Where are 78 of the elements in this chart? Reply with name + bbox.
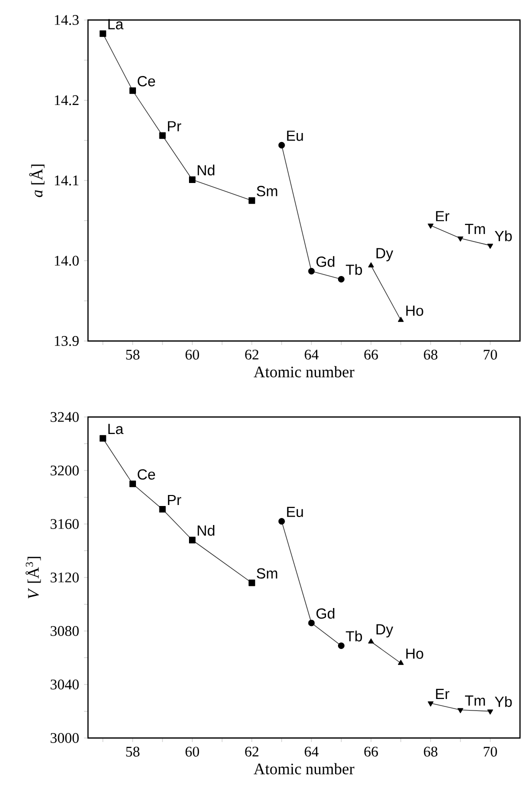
point (189, 176, 196, 183)
point (428, 701, 434, 706)
x-tick-label: 64 (304, 350, 319, 360)
point (308, 620, 315, 626)
x-tick-label: 60 (186, 746, 200, 757)
annotation: Pr (168, 121, 182, 132)
annotation: Sm (256, 568, 278, 579)
annotation: Er (436, 688, 450, 699)
annotation: Tm (465, 696, 485, 706)
x-tick-label: 70 (484, 350, 497, 360)
y-axis-title: a [Å] (29, 164, 44, 198)
annotation: Tm (465, 224, 485, 234)
annotation: Ho (406, 648, 424, 659)
x-tick-label: 68 (424, 350, 438, 360)
x-tick-label: 66 (364, 350, 378, 360)
point (428, 224, 434, 229)
point (278, 518, 285, 525)
point (458, 236, 464, 242)
y-tick-label: 3240 (50, 412, 79, 422)
annotation: Ce (138, 76, 156, 86)
x-tick-label: 58 (126, 350, 140, 360)
y-axis-title: V [Å$^{3}$] (26, 556, 41, 598)
annotation: Yb (494, 230, 512, 242)
annotation: Nd (198, 164, 214, 176)
y-tick-label: 14.0 (54, 256, 79, 266)
x-tick-label: 64 (304, 746, 319, 757)
annotation: Ce (138, 469, 156, 480)
annotation: Yb (494, 696, 512, 707)
x-tick-label: 68 (424, 746, 438, 757)
point (129, 480, 136, 488)
annotation: Pr (168, 494, 182, 506)
point (248, 197, 256, 204)
y-tick-label: 14.2 (54, 95, 78, 106)
y-tick-label: 14.3 (54, 15, 79, 25)
point (338, 276, 345, 282)
point (159, 132, 166, 139)
point (458, 708, 464, 714)
point (487, 244, 494, 249)
x-axis-title: Atomic number (254, 763, 354, 774)
annotation: Er (436, 211, 450, 222)
y-tick-label: 3200 (50, 466, 79, 476)
x-tick-label: 62 (245, 350, 258, 360)
y-tick-label: 13.9 (54, 336, 79, 346)
point (338, 642, 345, 649)
y-tick-label: 3080 (50, 626, 79, 636)
annotation: Dy (376, 624, 394, 638)
annotation: Gd (316, 608, 334, 619)
point (100, 30, 106, 37)
point (248, 580, 256, 586)
x-axis-title: Atomic number (254, 366, 354, 378)
annotation: Tb (346, 630, 362, 642)
point (100, 435, 106, 442)
annotation: Tb (346, 264, 362, 275)
point (189, 536, 196, 544)
annotation: Gd (316, 256, 334, 267)
point (487, 709, 494, 715)
annotation: Nd (198, 525, 214, 536)
x-tick-label: 60 (186, 350, 200, 360)
annotation: Ho (406, 306, 424, 316)
annotation: La (108, 19, 124, 30)
x-tick-label: 66 (364, 746, 378, 757)
y-tick-label: 3160 (50, 519, 79, 529)
annotation: Dy (376, 248, 394, 262)
annotation: Sm (256, 186, 278, 196)
y-tick-label: 3120 (50, 572, 79, 582)
annotation: La (108, 424, 124, 434)
x-tick-label: 70 (484, 746, 497, 757)
y-tick-label: 14.1 (54, 176, 78, 186)
point (159, 506, 166, 513)
y-tick-label: 3000 (50, 733, 79, 743)
point (129, 87, 136, 94)
annotation: Eu (287, 130, 303, 141)
y-tick-label: 3040 (50, 680, 79, 690)
point (308, 268, 315, 274)
x-tick-label: 62 (245, 746, 258, 757)
point (278, 142, 285, 148)
x-tick-label: 58 (126, 746, 140, 757)
annotation: Eu (287, 506, 303, 518)
